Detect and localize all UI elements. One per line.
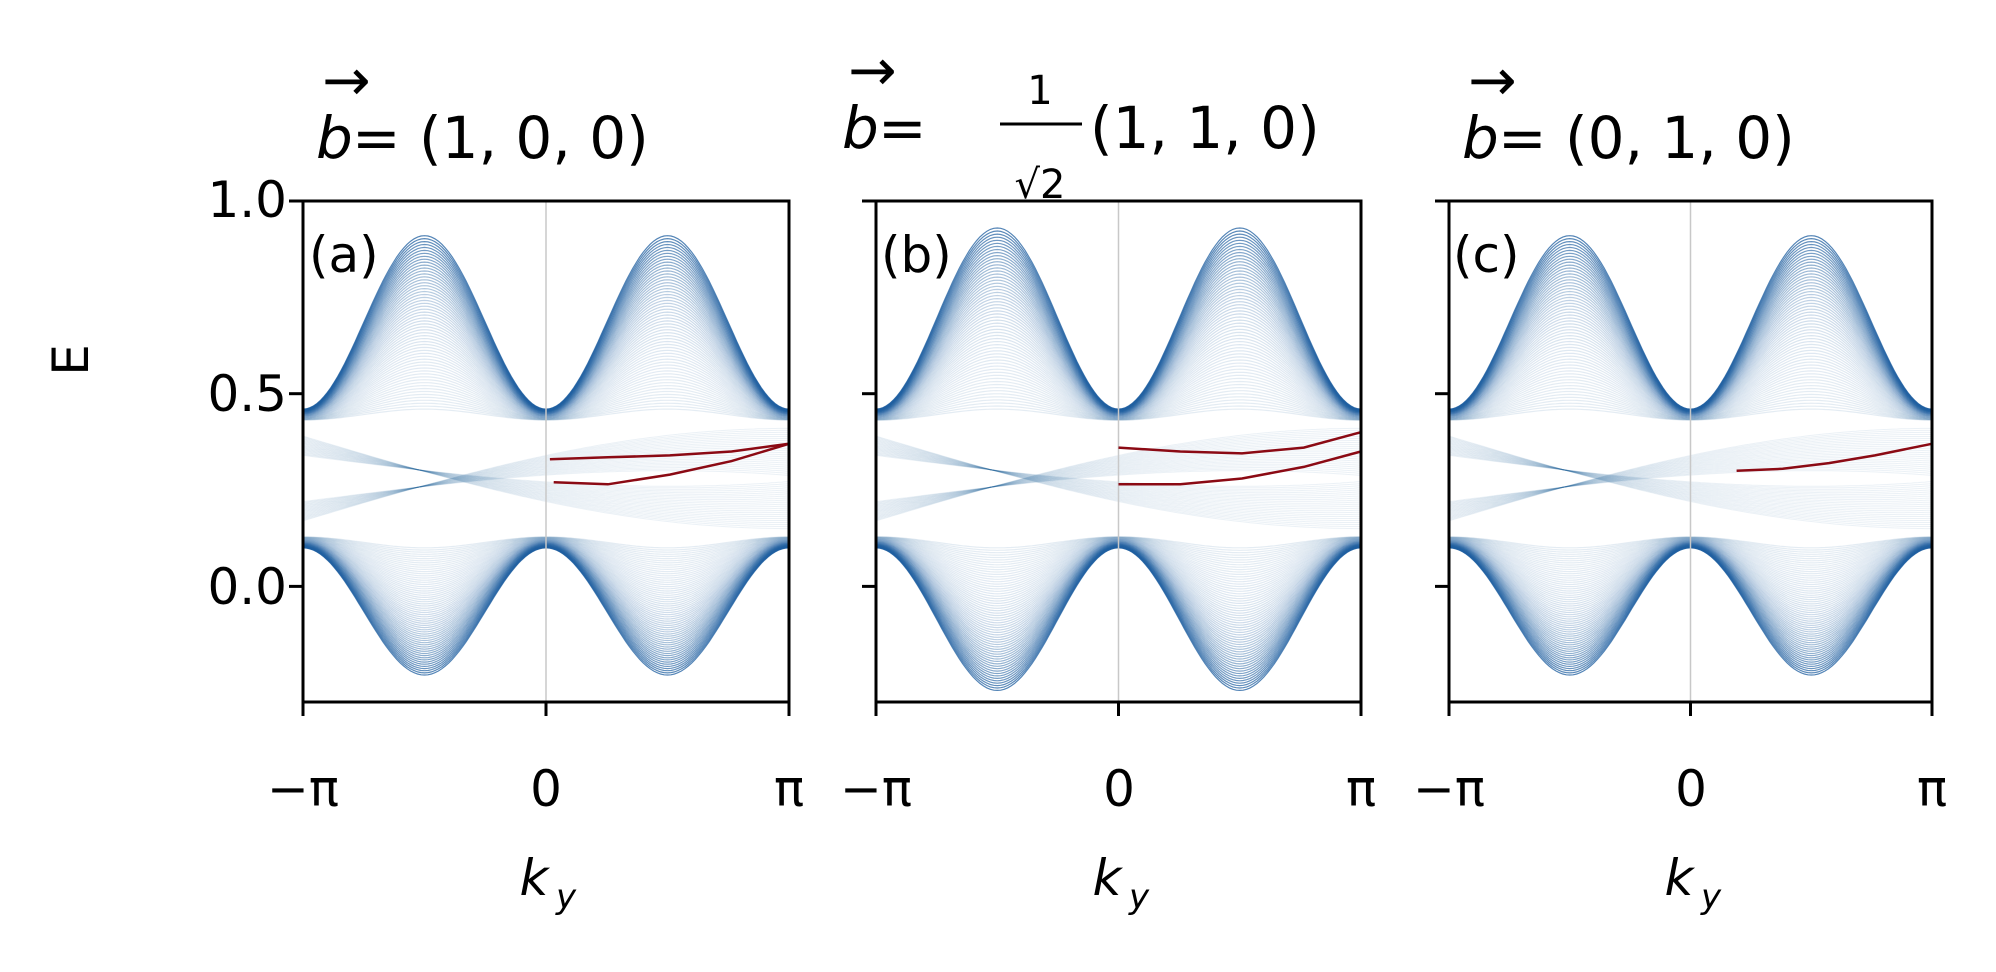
title-b-rhs: (1, 1, 0)	[1090, 94, 1320, 162]
title-c-rhs: = (0, 1, 0)	[1498, 104, 1795, 172]
surface-state-line-1	[1118, 430, 1362, 455]
y-tick-label-0: 0.0	[207, 558, 287, 616]
x-axis-label-b: k y	[1093, 849, 1150, 917]
panel-c: b → = (0, 1, 0) (c) −π 0 π k y	[1413, 46, 1947, 917]
x-axis-label-main: k	[520, 849, 551, 907]
title-b-arrow: →	[848, 36, 897, 104]
x-axis-label-main: k	[1093, 849, 1124, 907]
surface-state-line-2	[1118, 450, 1362, 486]
x-axis-label-sub: y	[1700, 877, 1722, 917]
x-tick-label-zero: 0	[1675, 760, 1707, 818]
x-axis-label-main: k	[1665, 849, 1696, 907]
x-axis-label-a: k y	[520, 849, 577, 917]
title-b-eq: =	[878, 94, 927, 162]
title-b: b → = 1 √2 (1, 1, 0)	[842, 36, 1320, 208]
x-ticks-a: −π 0 π	[267, 760, 804, 818]
x-tick-label-neg-pi: −π	[267, 760, 339, 818]
x-axis-label-sub: y	[1128, 877, 1150, 917]
title-b-b-symbol: b	[842, 94, 879, 162]
x-tick-label-neg-pi: −π	[1413, 760, 1485, 818]
panel-label-b: (b)	[881, 226, 952, 284]
x-ticks-c: −π 0 π	[1413, 760, 1947, 818]
title-c: b → = (0, 1, 0)	[1462, 46, 1795, 172]
x-tick-label-zero: 0	[530, 760, 562, 818]
title-c-b-symbol: b	[1462, 104, 1499, 172]
x-axis-label-sub: y	[555, 877, 577, 917]
y-tick-label-05: 0.5	[207, 365, 287, 423]
panel-b: b → = 1 √2 (1, 1, 0) (b) −π 0 π k y	[840, 36, 1376, 917]
title-a-b-symbol: b	[316, 104, 353, 172]
surface-state-line-1	[549, 442, 790, 461]
x-axis-label-c: k y	[1665, 849, 1722, 917]
title-c-arrow: →	[1468, 46, 1517, 114]
title-a-arrow: →	[322, 46, 371, 114]
plot-area-b	[862, 199, 1363, 716]
x-tick-label-pi: π	[1346, 760, 1376, 818]
x-tick-label-pi: π	[1917, 760, 1947, 818]
plot-area-c	[1435, 199, 1934, 716]
title-b-frac-num: 1	[1027, 68, 1052, 114]
panel-label-a: (a)	[309, 226, 379, 284]
title-a-rhs: = (1, 0, 0)	[352, 104, 649, 172]
x-tick-label-neg-pi: −π	[840, 760, 912, 818]
y-axis-label: E	[42, 344, 100, 376]
panel-a: b → = (1, 0, 0) (a) −π 0 π k y	[267, 46, 804, 917]
title-a: b → = (1, 0, 0)	[316, 46, 649, 172]
x-tick-label-zero: 0	[1103, 760, 1135, 818]
x-ticks-b: −π 0 π	[840, 760, 1376, 818]
panel-label-c: (c)	[1453, 226, 1520, 284]
x-tick-label-pi: π	[774, 760, 804, 818]
y-tick-label-1: 1.0	[207, 171, 287, 229]
surface-state-line-1	[1736, 442, 1933, 473]
plot-area-a	[289, 199, 791, 716]
surface-state-line-2	[553, 442, 790, 486]
